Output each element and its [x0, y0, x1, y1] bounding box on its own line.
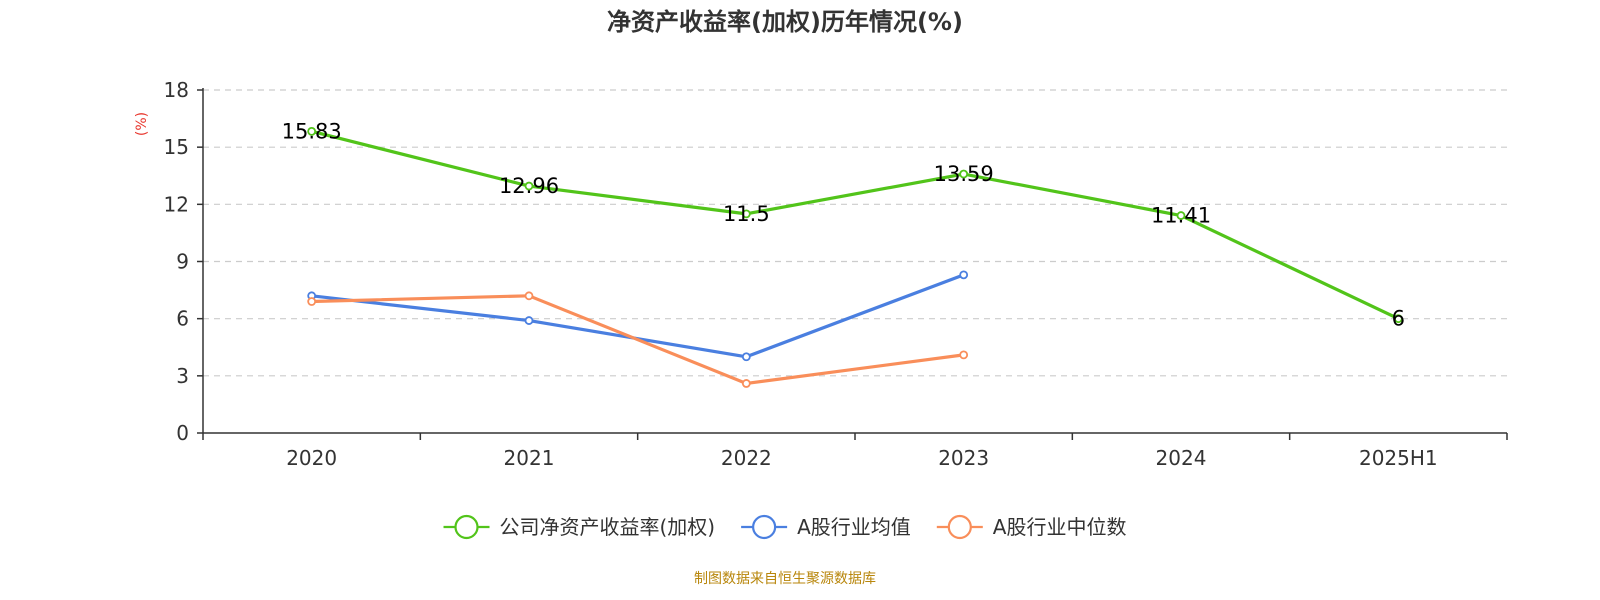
- y-tick-label: 3: [176, 364, 189, 388]
- data-point: [524, 316, 534, 325]
- data-point: [741, 352, 751, 362]
- x-tick-label: 2024: [1156, 446, 1207, 470]
- y-tick-label: 15: [164, 135, 189, 159]
- y-tick-label: 9: [176, 250, 189, 274]
- y-tick-label: 18: [164, 78, 189, 102]
- x-tick-label: 2023: [938, 446, 989, 470]
- data-point: [741, 379, 751, 388]
- x-tick-label: 2020: [286, 446, 337, 470]
- data-point: [1176, 211, 1186, 220]
- legend-label: 公司净资产收益率(加权): [500, 515, 716, 539]
- x-tick-label: 2021: [504, 446, 555, 470]
- axes: 0 3 6 9 12 15 18 2020 2021 2022 2023 2024 2025H1: [164, 78, 1508, 470]
- data-point: [959, 350, 969, 360]
- data-label: 11.41: [1151, 204, 1211, 228]
- data-point: [959, 169, 969, 179]
- chart-title: 净资产收益率(加权)历年情况(%): [607, 8, 963, 36]
- data-label: 11.5: [723, 202, 770, 226]
- y-tick-label: 0: [176, 421, 189, 445]
- legend-marker: [752, 514, 777, 540]
- data-point: [741, 209, 751, 219]
- data-label: 15.83: [282, 119, 342, 143]
- legend-item-2: A股行业均值: [741, 514, 911, 540]
- x-tick-label: 2025H1: [1359, 446, 1438, 470]
- x-tick-label: 2022: [721, 446, 772, 470]
- series-line-1: [311, 129, 1400, 321]
- legend-marker: [947, 514, 972, 540]
- legend: 公司净资产收益率(加权) A股行业均值 A股行业中位数: [443, 514, 1127, 540]
- data-point: [524, 291, 534, 301]
- data-point: [524, 181, 534, 191]
- y-tick-label: 6: [176, 307, 189, 331]
- legend-item-3: A股行业中位数: [936, 514, 1127, 540]
- legend-label: A股行业均值: [797, 515, 911, 539]
- data-point: [307, 126, 317, 136]
- data-labels: 15.83 12.96 11.5 13.59 11.41 6: [282, 119, 1405, 330]
- series-line-2: [311, 273, 965, 359]
- legend-label: A股行业中位数: [993, 515, 1127, 539]
- data-point: [307, 297, 317, 306]
- data-label: 12.96: [499, 174, 559, 198]
- data-point: [959, 270, 969, 280]
- grid-lines: [203, 89, 1507, 377]
- y-tick-label: 12: [164, 192, 189, 216]
- series-layer: [307, 126, 1403, 388]
- legend-marker: [454, 514, 479, 540]
- data-label: 13.59: [934, 162, 994, 186]
- data-point: [1393, 314, 1403, 324]
- source-note: 制图数据来自恒生聚源数据库: [694, 571, 876, 587]
- y-axis-label: (%): [134, 112, 150, 136]
- data-label: 6: [1392, 307, 1405, 331]
- series-line-3: [311, 294, 964, 386]
- legend-item-1: 公司净资产收益率(加权): [443, 514, 716, 540]
